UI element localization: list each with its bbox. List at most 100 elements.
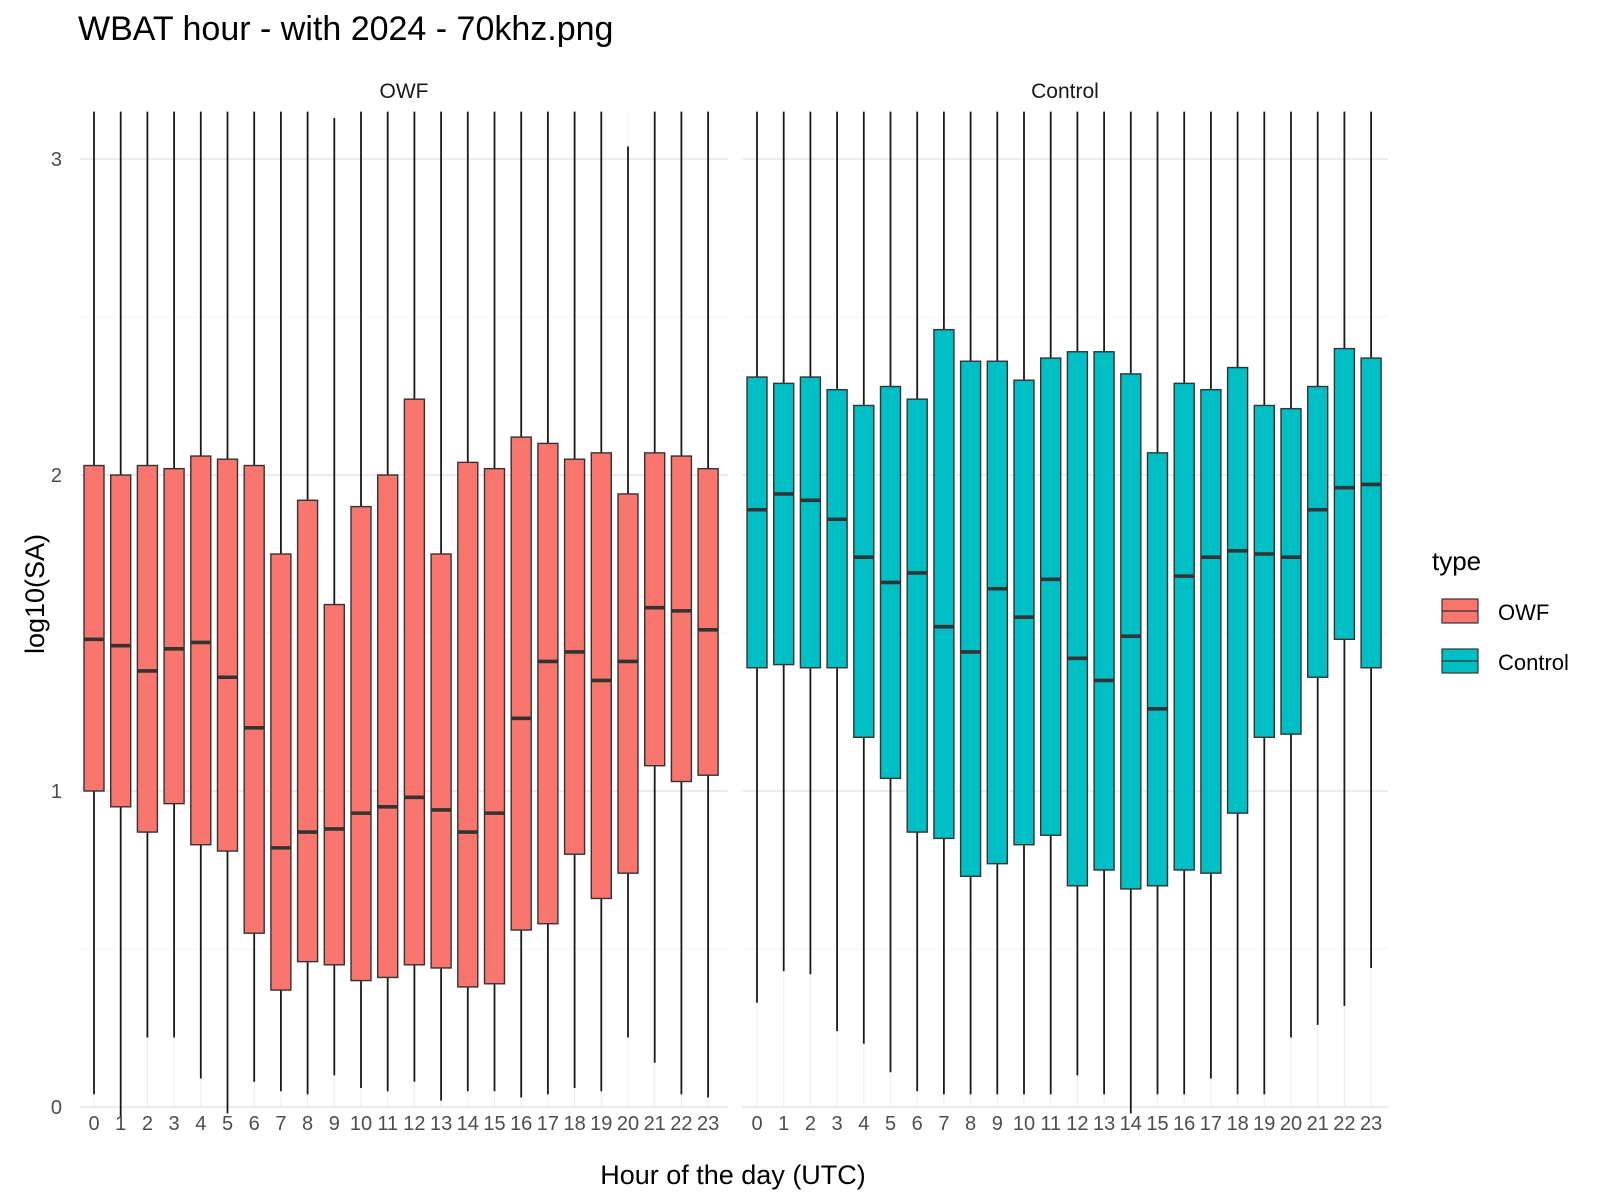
x-tick-label: 9 [329, 1113, 340, 1135]
box-control-16 [1173, 382, 1195, 871]
x-tick-label: 22 [670, 1113, 692, 1135]
facet-label-control: Control [1031, 80, 1099, 103]
box-owf-8 [296, 499, 319, 963]
x-tick-label: 12 [1066, 1113, 1088, 1135]
legend: type OWF Control [1432, 546, 1569, 675]
box-owf-20 [617, 493, 639, 874]
box-control-13 [1093, 351, 1115, 871]
x-tick-label: 7 [938, 1113, 949, 1135]
box-control-23 [1360, 357, 1382, 669]
x-axis-label: Hour of the day (UTC) [600, 1160, 866, 1190]
box-owf-6 [243, 464, 265, 934]
x-tick-label: 10 [1013, 1113, 1035, 1135]
x-tick-label: 13 [1093, 1113, 1115, 1135]
box-owf-7 [270, 553, 292, 991]
box-control-10 [1013, 379, 1035, 846]
x-tick-label: 11 [377, 1113, 398, 1135]
box-control-4 [853, 404, 875, 738]
x-tick-label: 20 [617, 1113, 639, 1135]
box-owf-12 [403, 398, 426, 966]
x-tick-label: 4 [858, 1113, 869, 1135]
y-tick-label: 0 [51, 1097, 62, 1119]
x-tick-label: 8 [965, 1113, 976, 1135]
x-tick-label: 16 [510, 1113, 532, 1135]
box-owf-19 [590, 452, 612, 900]
box-owf-11 [377, 474, 399, 979]
box-owf-5 [216, 458, 239, 852]
box-owf-9 [323, 603, 345, 966]
box-control-14 [1120, 373, 1142, 890]
x-tick-label: 17 [537, 1113, 559, 1135]
legend-entry-control: Control [1498, 650, 1569, 675]
x-tick-label: 1 [115, 1113, 126, 1135]
marks-layer [83, 111, 1382, 1117]
x-tick-label: 21 [644, 1113, 666, 1135]
x-tick-label: 16 [1173, 1113, 1195, 1135]
x-tick-label: 15 [1146, 1113, 1168, 1135]
x-tick-label: 19 [1253, 1113, 1275, 1135]
x-tick-label: 3 [169, 1113, 180, 1135]
box-owf-4 [190, 455, 212, 846]
legend-entry-owf: OWF [1498, 600, 1549, 625]
facet-label-owf: OWF [380, 80, 429, 103]
box-control-7 [933, 328, 955, 840]
box-owf-17 [537, 442, 559, 925]
x-tick-label: 21 [1307, 1113, 1329, 1135]
box-owf-22 [670, 455, 693, 783]
box-control-9 [986, 360, 1008, 865]
x-tick-label: 18 [1226, 1113, 1248, 1135]
box-owf-3 [163, 467, 185, 805]
box-owf-16 [510, 436, 532, 931]
x-tick-label: 23 [1360, 1113, 1382, 1135]
x-tick-label: 7 [275, 1113, 286, 1135]
box-control-8 [959, 360, 982, 878]
box-owf-13 [430, 553, 452, 969]
box-control-15 [1146, 452, 1169, 887]
box-control-1 [773, 382, 795, 666]
box-owf-18 [563, 458, 586, 855]
box-control-20 [1280, 407, 1302, 735]
x-tick-label: 6 [912, 1113, 923, 1135]
x-tick-label: 5 [222, 1113, 233, 1135]
x-tick-label: 22 [1333, 1113, 1355, 1135]
box-control-18 [1226, 366, 1249, 814]
x-tick-label: 0 [751, 1113, 762, 1135]
y-tick-label: 1 [51, 781, 62, 803]
x-tick-label: 23 [697, 1113, 719, 1135]
box-owf-1 [109, 474, 132, 808]
box-control-12 [1066, 351, 1089, 887]
x-tick-label: 20 [1280, 1113, 1302, 1135]
legend-title: type [1432, 546, 1481, 576]
box-control-22 [1333, 347, 1356, 641]
x-tick-label: 14 [457, 1113, 479, 1135]
x-tick-label: 6 [249, 1113, 260, 1135]
box-control-3 [826, 388, 848, 669]
chart-title: WBAT hour - with 2024 - 70khz.png [78, 10, 614, 48]
box-owf-0 [83, 464, 105, 792]
box-owf-23 [697, 467, 719, 776]
y-tick-label: 3 [51, 149, 62, 171]
box-control-0 [746, 376, 768, 669]
x-tick-label: 2 [142, 1113, 153, 1135]
x-tick-label: 8 [302, 1113, 313, 1135]
x-tick-label: 13 [430, 1113, 452, 1135]
x-tick-label: 17 [1200, 1113, 1222, 1135]
box-owf-10 [350, 505, 372, 982]
x-tick-label: 11 [1040, 1113, 1061, 1135]
x-tick-label: 1 [778, 1113, 789, 1135]
x-tick-label: 15 [483, 1113, 505, 1135]
box-owf-14 [457, 461, 479, 988]
box-control-2 [799, 376, 822, 669]
box-control-17 [1200, 388, 1222, 874]
x-tick-label: 10 [350, 1113, 372, 1135]
box-control-19 [1253, 404, 1276, 738]
x-tick-label: 4 [195, 1113, 206, 1135]
y-axis-label: log10(SA) [20, 534, 50, 654]
x-tick-label: 3 [832, 1113, 843, 1135]
y-tick-label: 2 [51, 465, 62, 487]
x-tick-label: 18 [563, 1113, 585, 1135]
box-owf-15 [483, 467, 506, 985]
box-control-6 [906, 398, 928, 833]
